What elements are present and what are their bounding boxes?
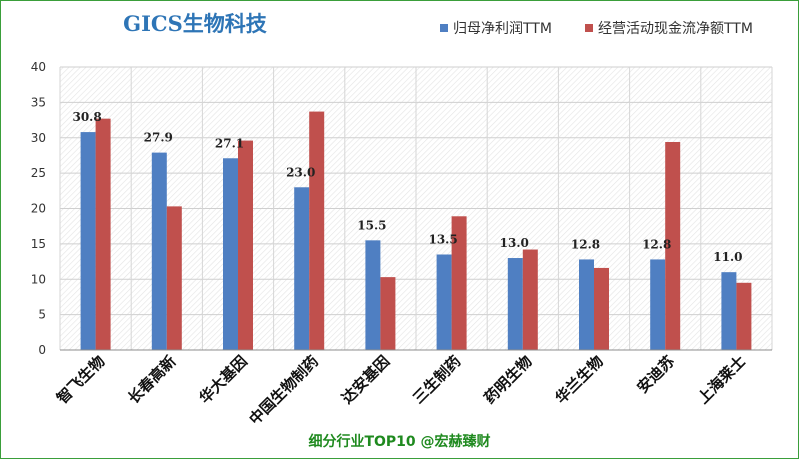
data-label: 30.8 [72, 110, 101, 124]
x-tick-label: 三生制药 [409, 352, 464, 407]
data-label: 12.8 [571, 237, 600, 251]
data-label: 13.0 [500, 236, 529, 250]
bar-series-0 [365, 240, 381, 350]
chart-title: GICS生物科技 [123, 11, 267, 36]
legend-item-net-profit: 归母净利润TTM [440, 19, 552, 37]
bar-series-1 [522, 249, 538, 350]
y-tick-label: 15 [31, 237, 46, 251]
bar-series-0 [294, 187, 310, 350]
legend-label-net-profit: 归母净利润TTM [453, 21, 552, 37]
y-tick-label: 0 [38, 343, 46, 357]
bar-series-0 [650, 259, 666, 350]
bar-series-1 [166, 206, 182, 350]
y-tick-label: 10 [31, 272, 46, 286]
x-tick-label: 华兰生物 [552, 352, 607, 407]
data-label: 11.0 [713, 250, 742, 264]
x-tick-label: 上海莱士 [694, 352, 749, 407]
bar-series-0 [151, 152, 167, 350]
footer-caption: 细分行业TOP10 @宏赫臻财 [308, 434, 491, 450]
y-tick-label: 40 [31, 60, 46, 74]
bar-series-0 [507, 258, 523, 350]
bar-series-1 [380, 277, 396, 350]
bar-series-0 [80, 132, 96, 350]
bar-series-1 [95, 118, 111, 351]
x-tick-label: 中国生物制药 [246, 352, 322, 428]
x-tick-label: 药明生物 [480, 352, 535, 407]
x-tick-label: 华大基因 [196, 352, 251, 407]
bar-series-1 [736, 282, 752, 350]
x-tick-label: 长春高新 [124, 352, 179, 407]
legend-item-cash-flow: 经营活动现金流净额TTM [585, 19, 753, 37]
y-tick-label: 25 [31, 166, 46, 180]
x-tick-label: 智飞生物 [53, 352, 108, 407]
x-tick-label: 达安基因 [338, 352, 393, 407]
legend-swatch-cash-flow [585, 24, 593, 32]
bar-series-0 [579, 259, 594, 350]
data-label: 27.1 [215, 136, 244, 150]
y-tick-label: 20 [31, 202, 46, 216]
bar-series-1 [594, 267, 609, 350]
y-tick-label: 5 [38, 308, 46, 322]
bar-series-1 [309, 111, 325, 350]
y-tick-label: 30 [31, 131, 46, 145]
bar-series-1 [451, 216, 467, 350]
data-label: 15.5 [357, 218, 386, 232]
data-label: 23.0 [286, 165, 315, 179]
data-label: 12.8 [642, 237, 671, 251]
bar-series-1 [665, 141, 681, 350]
y-tick-label: 35 [31, 95, 46, 109]
bar-series-0 [721, 272, 737, 350]
bar-series-0 [436, 254, 452, 350]
bar-series-1 [238, 140, 253, 350]
data-label: 13.5 [428, 232, 457, 246]
bar-series-0 [223, 158, 238, 350]
legend-label-cash-flow: 经营活动现金流净额TTM [598, 21, 753, 37]
legend-swatch-net-profit [440, 24, 448, 32]
x-tick-label: 安迪苏 [633, 352, 678, 397]
data-label: 27.9 [144, 131, 173, 145]
